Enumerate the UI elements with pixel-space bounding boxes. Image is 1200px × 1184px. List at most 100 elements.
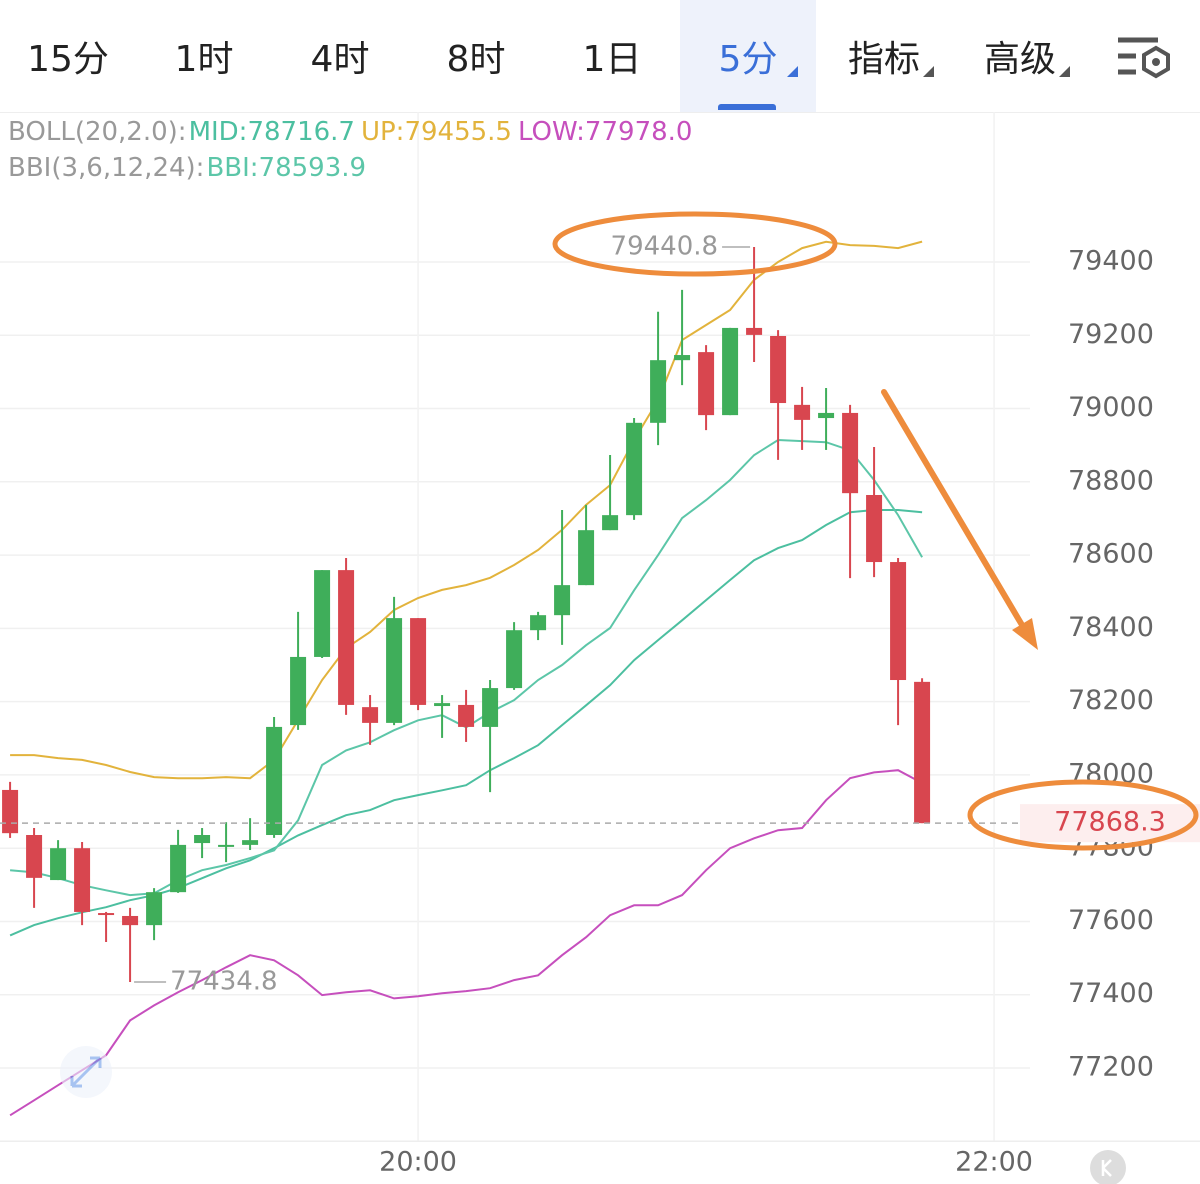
candle-body bbox=[26, 835, 43, 878]
candle-body bbox=[290, 656, 307, 726]
candle-body bbox=[722, 327, 739, 416]
last-price-label: 77868.3 bbox=[1054, 807, 1166, 838]
candle-body bbox=[530, 615, 547, 631]
y-tick-label: 79000 bbox=[1068, 392, 1154, 423]
candle-body bbox=[914, 681, 931, 824]
candle-body bbox=[770, 335, 787, 404]
candle-body bbox=[146, 892, 163, 926]
y-tick-label: 78200 bbox=[1068, 685, 1154, 716]
tab[interactable]: 1时 bbox=[136, 0, 272, 112]
candle-body bbox=[410, 618, 427, 705]
low-label: 77434.8 bbox=[170, 966, 278, 996]
tab-label: 指标 bbox=[847, 39, 920, 80]
candle-body bbox=[314, 570, 331, 657]
highlight-ellipse bbox=[967, 779, 1199, 851]
tab-label: 1时 bbox=[174, 39, 234, 80]
indicator-line bbox=[9, 509, 923, 937]
tab[interactable]: 5分 bbox=[680, 0, 816, 112]
candle-body bbox=[338, 570, 355, 705]
tab[interactable]: 1日 bbox=[544, 0, 680, 112]
candle-body bbox=[50, 848, 67, 881]
indicator-name: BBI(3,6,12,24): bbox=[8, 153, 205, 183]
highlight-ellipse bbox=[552, 211, 838, 277]
tab-label: 4时 bbox=[310, 39, 370, 80]
legend-entry: UP:79455.5 bbox=[360, 117, 512, 147]
candle-body bbox=[698, 352, 715, 416]
tab-label: 高级 bbox=[983, 39, 1056, 80]
legend-row: BBI(3,6,12,24):BBI:78593.9 bbox=[8, 150, 698, 186]
y-tick-label: 77400 bbox=[1068, 978, 1154, 1009]
trend-arrow bbox=[881, 389, 1025, 628]
candle-body bbox=[506, 630, 523, 689]
candle-body bbox=[674, 355, 691, 361]
tab[interactable]: 8时 bbox=[408, 0, 544, 112]
indicator-line bbox=[10, 438, 923, 897]
tab-label: 5分 bbox=[718, 39, 778, 80]
candle-body bbox=[74, 848, 91, 912]
settings-lines bbox=[1118, 37, 1158, 75]
legend-entry: MID:78716.7 bbox=[188, 117, 355, 147]
indicator-line bbox=[9, 769, 923, 1117]
candle-body bbox=[890, 562, 907, 681]
candle-body bbox=[818, 412, 835, 419]
y-tick-label: 79200 bbox=[1068, 319, 1154, 350]
legend: BOLL(20,2.0):MID:78716.7 UP:79455.5 LOW:77… bbox=[8, 114, 698, 186]
k-button[interactable] bbox=[1090, 1150, 1126, 1184]
x-tick-label: 20:00 bbox=[379, 1147, 457, 1178]
indicator-name: BOLL(20,2.0): bbox=[8, 117, 187, 147]
y-tick-label: 78400 bbox=[1068, 612, 1154, 643]
candle-body bbox=[626, 422, 643, 516]
candle-body bbox=[458, 704, 475, 727]
candle-body bbox=[386, 618, 403, 723]
tab[interactable]: 指标 bbox=[816, 0, 952, 112]
tab[interactable]: 15分 bbox=[0, 0, 136, 112]
settings-dot bbox=[1152, 58, 1160, 66]
candle-body bbox=[2, 789, 19, 834]
y-tick-label: 78800 bbox=[1068, 465, 1154, 496]
candle-body bbox=[122, 915, 139, 926]
candle-body bbox=[650, 360, 667, 423]
candle-body bbox=[482, 688, 499, 727]
tab-label: 15分 bbox=[27, 39, 109, 80]
trend-arrow-head bbox=[1012, 618, 1038, 650]
grid: 7720077400776007780078000782007840078600… bbox=[0, 112, 1200, 1178]
expand-icon bbox=[70, 1056, 102, 1088]
candle-body bbox=[218, 844, 235, 847]
tab[interactable]: 4时 bbox=[272, 0, 408, 112]
candle-body bbox=[194, 835, 211, 844]
overlay: 79440.8 77434.8 77868.3 bbox=[0, 232, 1200, 996]
y-tick-label: 77600 bbox=[1068, 905, 1154, 936]
legend-entry: BBI:78593.9 bbox=[206, 153, 367, 183]
y-tick-label: 77200 bbox=[1068, 1052, 1154, 1083]
candle-body bbox=[554, 585, 571, 616]
high-label: 79440.8 bbox=[611, 232, 719, 262]
tab[interactable]: 高级 bbox=[952, 0, 1088, 112]
tab-label: 8时 bbox=[446, 39, 506, 80]
candle-body bbox=[362, 707, 379, 723]
dropdown-triangle bbox=[1059, 66, 1070, 77]
candle-body bbox=[866, 494, 883, 563]
candle-body bbox=[746, 327, 763, 335]
y-tick-label: 78600 bbox=[1068, 539, 1154, 570]
candle-body bbox=[98, 913, 115, 916]
candle-body bbox=[842, 412, 859, 494]
candles bbox=[2, 247, 931, 982]
legend-row: BOLL(20,2.0):MID:78716.7 UP:79455.5 LOW:77… bbox=[8, 114, 698, 150]
dropdown-triangle bbox=[923, 66, 934, 77]
candle-body bbox=[794, 404, 811, 420]
legend-entry: LOW:77978.0 bbox=[517, 117, 693, 147]
candle-body bbox=[266, 726, 283, 836]
k-circle bbox=[1090, 1150, 1126, 1184]
settings-icon[interactable] bbox=[1118, 37, 1170, 79]
expand-button[interactable] bbox=[60, 1046, 112, 1098]
candle-body bbox=[170, 844, 187, 893]
tab-underline bbox=[718, 104, 776, 110]
candle-body bbox=[602, 515, 619, 531]
settings-gear bbox=[1142, 45, 1170, 79]
dropdown-triangle bbox=[787, 66, 798, 77]
k-icon bbox=[1101, 1159, 1112, 1177]
candle-body bbox=[434, 703, 451, 707]
candle-body bbox=[242, 840, 259, 845]
